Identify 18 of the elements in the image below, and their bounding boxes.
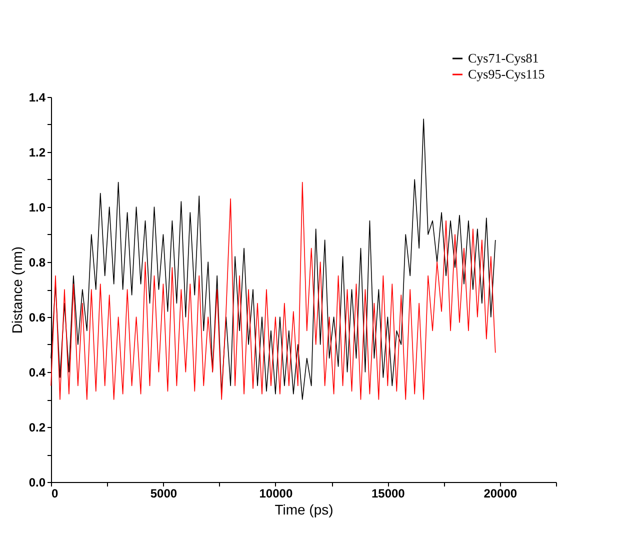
y-tick-label: 1.2 — [28, 146, 46, 160]
x-tick-label: 10000 — [259, 486, 293, 500]
x-axis-title: Time (ps) — [274, 502, 334, 518]
y-tick-label: 1.4 — [28, 90, 46, 104]
y-tick-label: 0.6 — [28, 310, 46, 324]
legend-label: Cys71-Cys81 — [468, 50, 539, 66]
x-tick-label: 0 — [52, 486, 58, 500]
x-tick-label: 5000 — [150, 486, 178, 500]
y-tick-label: 0.2 — [28, 420, 46, 434]
x-tick-label: 15000 — [371, 486, 406, 500]
y-tick-label: 1.0 — [28, 200, 46, 214]
y-tick-label: 0.4 — [28, 366, 46, 380]
y-axis-title: Distance (nm) — [8, 246, 25, 334]
legend-label: Cys95-Cys115 — [468, 66, 545, 82]
line-series — [50, 182, 496, 400]
y-tick-label: 0.0 — [28, 476, 46, 490]
x-tick-label: 20000 — [484, 486, 518, 500]
y-tick-label: 0.8 — [28, 256, 46, 270]
